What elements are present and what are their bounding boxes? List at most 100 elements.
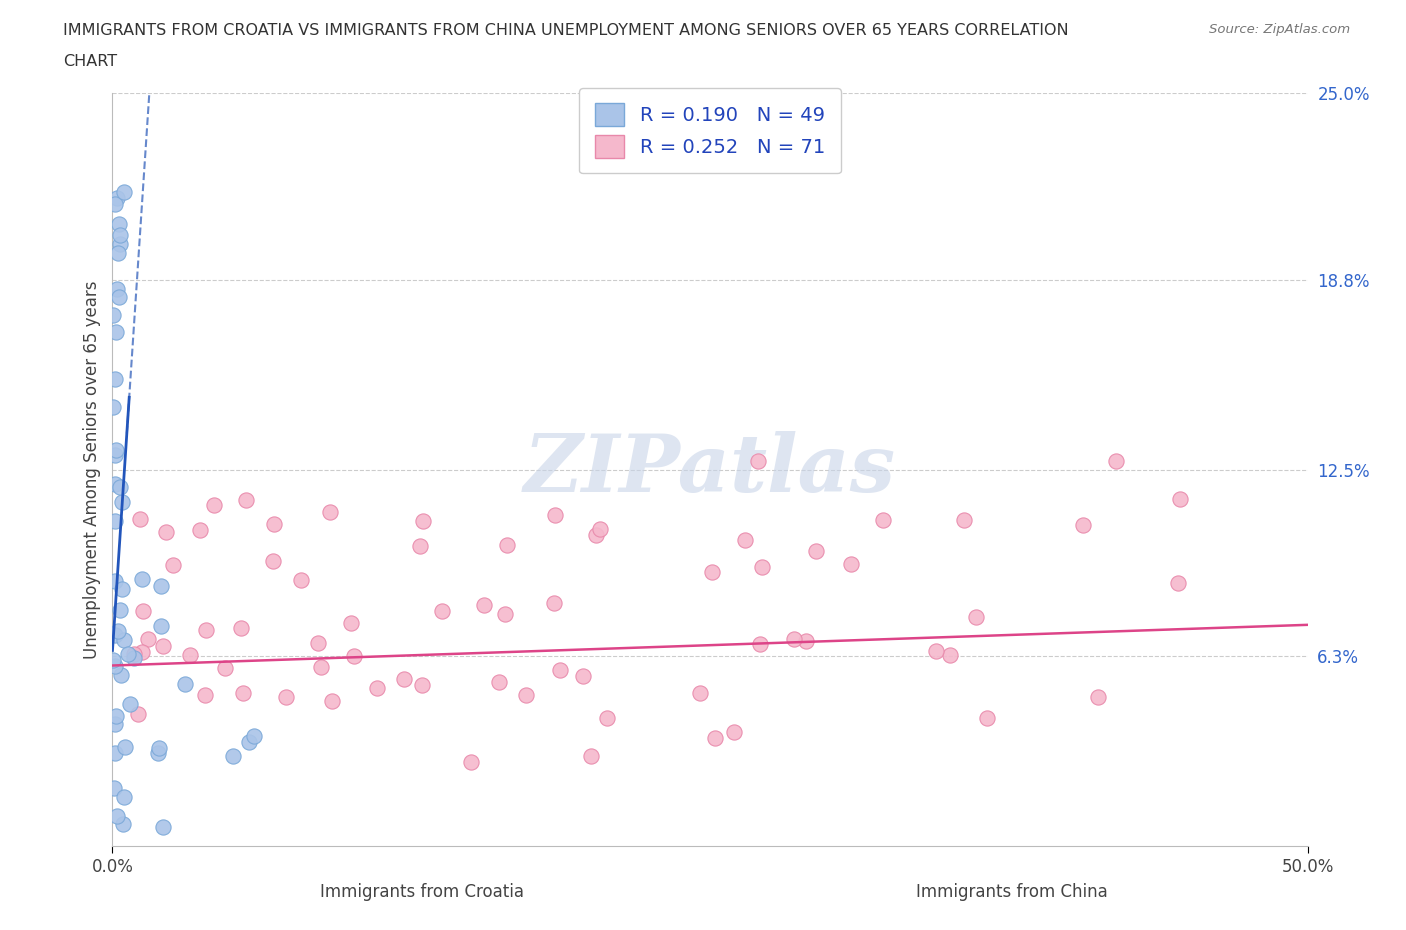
Point bbox=[235, 493, 257, 508]
Point bbox=[104, 574, 127, 589]
Point bbox=[112, 790, 135, 804]
Point bbox=[132, 604, 155, 618]
Point bbox=[472, 598, 495, 613]
Point bbox=[152, 639, 174, 654]
Point bbox=[319, 504, 342, 519]
Point bbox=[1071, 517, 1094, 532]
Point bbox=[804, 543, 827, 558]
Point bbox=[108, 236, 131, 251]
Point bbox=[194, 688, 217, 703]
Point bbox=[1168, 492, 1191, 507]
Point bbox=[104, 716, 127, 731]
Point bbox=[221, 749, 243, 764]
Point bbox=[488, 675, 510, 690]
Point bbox=[108, 228, 131, 243]
Point bbox=[589, 522, 612, 537]
Point bbox=[107, 289, 129, 304]
Point bbox=[925, 644, 948, 658]
Point bbox=[104, 447, 127, 462]
Point bbox=[150, 578, 173, 593]
Point bbox=[150, 619, 173, 634]
Point bbox=[290, 573, 312, 588]
Point bbox=[262, 553, 284, 568]
Point bbox=[124, 646, 146, 661]
Point bbox=[103, 746, 125, 761]
Point bbox=[494, 606, 516, 621]
Point bbox=[321, 694, 343, 709]
Point bbox=[111, 816, 134, 830]
Point bbox=[579, 749, 602, 764]
Point bbox=[751, 559, 773, 574]
Point bbox=[366, 680, 388, 695]
Point bbox=[307, 635, 329, 650]
Point bbox=[107, 246, 129, 260]
Point bbox=[700, 565, 723, 579]
Point bbox=[412, 513, 434, 528]
Point bbox=[460, 754, 482, 769]
Point bbox=[122, 651, 145, 666]
Point bbox=[952, 512, 974, 527]
Point bbox=[976, 711, 998, 725]
Point bbox=[723, 724, 745, 739]
Point bbox=[117, 646, 139, 661]
Point bbox=[595, 711, 617, 725]
Point bbox=[103, 780, 125, 795]
Point bbox=[339, 616, 361, 631]
Point bbox=[114, 739, 136, 754]
Point bbox=[229, 620, 252, 635]
Point bbox=[111, 581, 134, 596]
Point bbox=[107, 623, 129, 638]
Text: Immigrants from Croatia: Immigrants from Croatia bbox=[319, 884, 524, 901]
Point bbox=[515, 687, 537, 702]
Point bbox=[243, 728, 266, 743]
Point bbox=[152, 819, 174, 834]
Point bbox=[194, 623, 217, 638]
Point bbox=[179, 648, 201, 663]
Point bbox=[101, 653, 124, 668]
Point bbox=[107, 216, 129, 231]
Point bbox=[104, 513, 127, 528]
Point bbox=[108, 603, 131, 618]
Point bbox=[104, 628, 127, 643]
Point bbox=[585, 528, 607, 543]
Text: ZIPatlas: ZIPatlas bbox=[524, 431, 896, 509]
Point bbox=[839, 556, 862, 571]
Point bbox=[155, 525, 177, 539]
Point bbox=[689, 685, 711, 700]
Point bbox=[411, 677, 433, 692]
Point bbox=[794, 634, 817, 649]
Point bbox=[966, 610, 988, 625]
Point bbox=[1167, 576, 1189, 591]
Point bbox=[129, 512, 152, 526]
Point bbox=[112, 632, 135, 647]
Point bbox=[238, 735, 260, 750]
Text: IMMIGRANTS FROM CROATIA VS IMMIGRANTS FROM CHINA UNEMPLOYMENT AMONG SENIORS OVER: IMMIGRANTS FROM CROATIA VS IMMIGRANTS FR… bbox=[63, 23, 1069, 38]
Point bbox=[111, 494, 134, 509]
Point bbox=[872, 512, 894, 527]
Point bbox=[543, 596, 565, 611]
Point bbox=[783, 631, 806, 646]
Point bbox=[408, 538, 430, 553]
Point bbox=[131, 644, 153, 659]
Point bbox=[174, 676, 197, 691]
Point bbox=[103, 307, 125, 322]
Point bbox=[148, 741, 170, 756]
Point bbox=[548, 663, 571, 678]
Legend: R = 0.190   N = 49, R = 0.252   N = 71: R = 0.190 N = 49, R = 0.252 N = 71 bbox=[579, 87, 841, 173]
Point bbox=[232, 685, 254, 700]
Point bbox=[309, 659, 332, 674]
Point bbox=[105, 809, 128, 824]
Point bbox=[1087, 690, 1109, 705]
Point bbox=[101, 400, 124, 415]
Point bbox=[104, 443, 127, 458]
Point bbox=[131, 572, 153, 587]
Point bbox=[105, 325, 128, 339]
Point bbox=[214, 660, 236, 675]
Point bbox=[495, 538, 517, 552]
Point bbox=[1105, 453, 1128, 468]
Point bbox=[105, 191, 128, 206]
Point bbox=[734, 532, 756, 547]
Point bbox=[104, 476, 127, 491]
Point bbox=[104, 372, 127, 387]
Point bbox=[110, 668, 132, 683]
